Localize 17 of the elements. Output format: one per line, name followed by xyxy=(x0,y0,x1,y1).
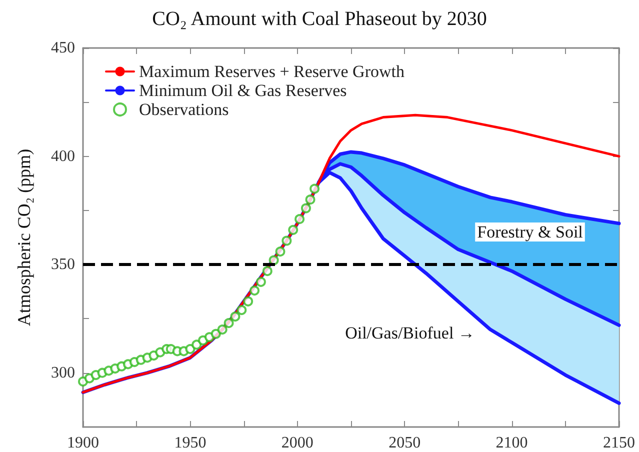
y-tick-label: 400 xyxy=(51,148,75,165)
x-tick-label: 2150 xyxy=(603,434,635,452)
annotation: Oil/Gas/Biofuel → xyxy=(345,324,475,342)
annotation: Forestry & Soil xyxy=(477,222,584,242)
legend-label: Observations xyxy=(139,100,229,119)
chart-title: CO₂ Amount with Coal Phaseout by 2030 xyxy=(152,8,487,30)
x-tick-label: 2000 xyxy=(281,434,314,452)
legend-label: Maximum Reserves + Reserve Growth xyxy=(139,62,405,81)
y-tick-label: 350 xyxy=(51,256,75,274)
y-tick-label: 300 xyxy=(51,364,75,382)
y-tick-label: 450 xyxy=(51,40,75,56)
legend-label: Minimum Oil & Gas Reserves xyxy=(139,81,347,100)
y-axis-title: Atmospheric CO₂ (ppm) xyxy=(14,148,34,326)
x-tick-label: 2050 xyxy=(388,434,421,452)
x-tick-label: 1950 xyxy=(174,434,206,452)
x-tick-label: 2100 xyxy=(496,434,528,452)
x-tick-label: 1900 xyxy=(67,434,99,452)
